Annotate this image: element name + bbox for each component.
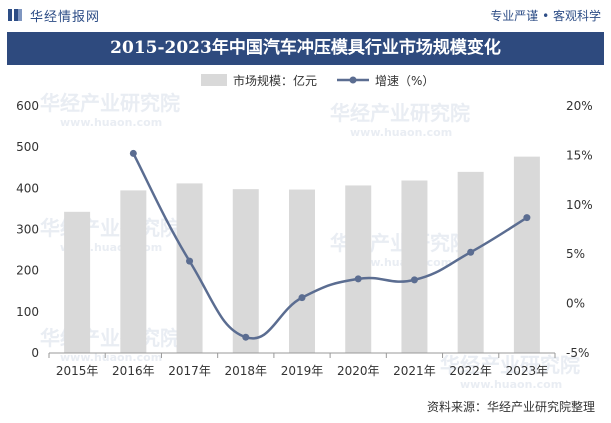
x-tick-label: 2020年 bbox=[337, 364, 380, 378]
watermark-text: 华经产业研究院 bbox=[330, 101, 470, 125]
y-left-tick-label: 600 bbox=[16, 99, 39, 113]
y-left-tick-label: 400 bbox=[16, 181, 39, 195]
growth-point bbox=[523, 214, 531, 222]
legend-swatch-bar bbox=[201, 74, 227, 86]
line-series bbox=[129, 149, 531, 341]
bar bbox=[232, 189, 259, 353]
watermark-url: www.huaon.com bbox=[60, 351, 162, 364]
watermark-text: 华经产业研究院 bbox=[40, 216, 180, 240]
y-right-tick-label: 10% bbox=[566, 198, 593, 212]
watermark-url: www.huaon.com bbox=[460, 378, 562, 391]
x-tick-label: 2015年 bbox=[56, 364, 99, 378]
y-right-tick-label: 15% bbox=[566, 148, 593, 162]
y-left-tick-label: 500 bbox=[16, 140, 39, 154]
growth-point bbox=[242, 333, 250, 341]
y-right-tick-label: -5% bbox=[566, 346, 589, 360]
y-right-tick-label: 5% bbox=[566, 247, 585, 261]
x-tick-label: 2017年 bbox=[168, 364, 211, 378]
legend-label-bar: 市场规模：亿元 bbox=[233, 73, 317, 88]
x-tick-label: 2021年 bbox=[393, 364, 436, 378]
watermark-text: 华经产业研究院 bbox=[40, 91, 180, 115]
source-note: 资料来源：华经产业研究院整理 bbox=[426, 400, 595, 414]
bar bbox=[120, 190, 147, 353]
y-left-tick-label: 300 bbox=[16, 223, 39, 237]
growth-point bbox=[410, 276, 418, 284]
brand: 华经情报网 bbox=[8, 6, 101, 25]
growth-point bbox=[354, 275, 362, 283]
growth-point bbox=[298, 294, 306, 302]
x-tick-label: 2019年 bbox=[281, 364, 324, 378]
slogan: 专业严谨 • 客观科学 bbox=[490, 9, 601, 23]
x-tick-label: 2022年 bbox=[449, 364, 492, 378]
bar bbox=[289, 189, 315, 353]
x-tick-label: 2016年 bbox=[112, 364, 155, 378]
axes: 2015年 2016年 2017年 2018年 2019年 2020年 2021年 2022年… bbox=[16, 99, 593, 378]
legend: 市场规模：亿元 增速（%） bbox=[201, 73, 434, 88]
y-right-tick-label: 20% bbox=[566, 99, 593, 113]
legend-label-line: 增速（%） bbox=[375, 74, 434, 88]
bar bbox=[457, 171, 484, 353]
y-left-tick-label: 100 bbox=[16, 305, 39, 319]
brand-name: 华经情报网 bbox=[30, 9, 101, 25]
watermark-text: 华经产业研究院 bbox=[40, 326, 180, 350]
growth-point bbox=[467, 248, 475, 256]
bar bbox=[176, 183, 203, 353]
chart-title: 2015-2023年中国汽车冲压模具行业市场规模变化 bbox=[7, 32, 604, 65]
y-left-tick-label: 200 bbox=[16, 264, 39, 278]
brand-logo-icon bbox=[8, 9, 22, 21]
bar bbox=[345, 185, 372, 353]
x-tick-label: 2018年 bbox=[225, 364, 268, 378]
growth-point bbox=[129, 149, 137, 157]
bar bbox=[513, 156, 540, 353]
legend-marker-line bbox=[349, 76, 357, 84]
watermark-url: www.huaon.com bbox=[350, 126, 452, 139]
watermark-url: www.huaon.com bbox=[60, 116, 162, 129]
bar bbox=[401, 180, 428, 353]
x-tick-label: 2023年 bbox=[506, 364, 549, 378]
y-right-tick-label: 0% bbox=[566, 297, 585, 311]
top-bar: 华经情报网 专业严谨 • 客观科学 bbox=[0, 0, 611, 30]
growth-point bbox=[186, 257, 194, 265]
watermark-text: 华经产业研究院 bbox=[440, 353, 580, 377]
bar-series bbox=[64, 156, 540, 353]
bar bbox=[64, 211, 91, 353]
y-left-tick-label: 0 bbox=[31, 346, 39, 360]
